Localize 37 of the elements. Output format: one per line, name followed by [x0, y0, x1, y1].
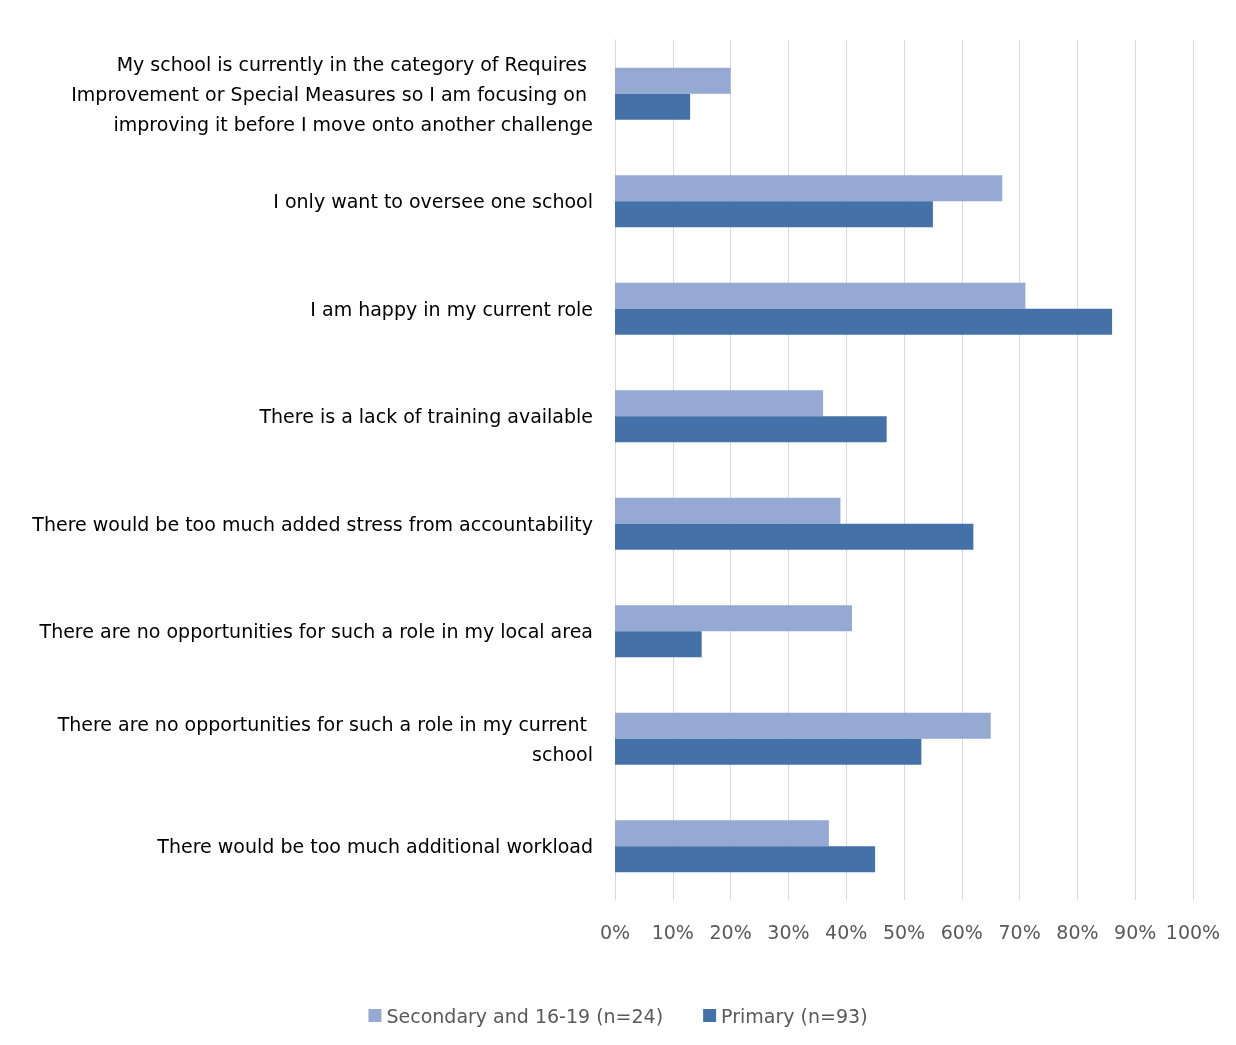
bar: [615, 605, 852, 632]
bar: [615, 523, 974, 550]
y-tick-label: I only want to oversee one school: [273, 190, 593, 213]
x-tick-label: 20%: [709, 920, 752, 943]
x-tick-label: 0%: [599, 920, 631, 943]
bar: [615, 175, 1003, 202]
bar: [615, 93, 691, 120]
x-tick-label: 50%: [882, 920, 926, 943]
y-tick-label: There is a lack of training available: [258, 405, 593, 428]
bar: [615, 738, 922, 765]
y-tick-label: There are no opportunities for such a role in my local area: [38, 620, 593, 643]
x-tick-label: 70%: [998, 920, 1041, 943]
bar: [615, 631, 702, 658]
x-tick-label: 90%: [1114, 920, 1157, 943]
x-tick-label: 60%: [940, 920, 983, 943]
bar: [615, 497, 841, 524]
y-tick-label: My school is currently in the category of Requires Improvement or Special Measures so I am focusing on improving it before I move onto another challenge: [71, 52, 593, 135]
y-tick-label: There would be too much added stress from accountability: [31, 512, 593, 535]
bar: [615, 416, 887, 443]
legend-label: Secondary and 16-19 (n=24): [386, 1004, 664, 1027]
y-tick-label: There are no opportunities for such a role in my current school: [56, 712, 593, 765]
x-tick-label: 100%: [1165, 920, 1221, 943]
x-tick-label: 30%: [767, 920, 810, 943]
x-tick-label: 80%: [1056, 920, 1099, 943]
bar: [615, 390, 824, 417]
bar: [615, 712, 991, 739]
bar: [615, 67, 731, 94]
bar: [615, 282, 1026, 309]
bar: [615, 308, 1113, 335]
x-tick-label: 40%: [825, 920, 868, 943]
bar: [615, 820, 829, 847]
x-tick-label: 10%: [651, 920, 694, 943]
y-tick-label: There would be too much additional workload: [156, 835, 593, 858]
y-tick-label: I am happy in my current role: [310, 297, 593, 320]
legend-label: Primary (n=93): [721, 1004, 868, 1027]
bar: [615, 846, 876, 873]
bar: [615, 201, 933, 228]
